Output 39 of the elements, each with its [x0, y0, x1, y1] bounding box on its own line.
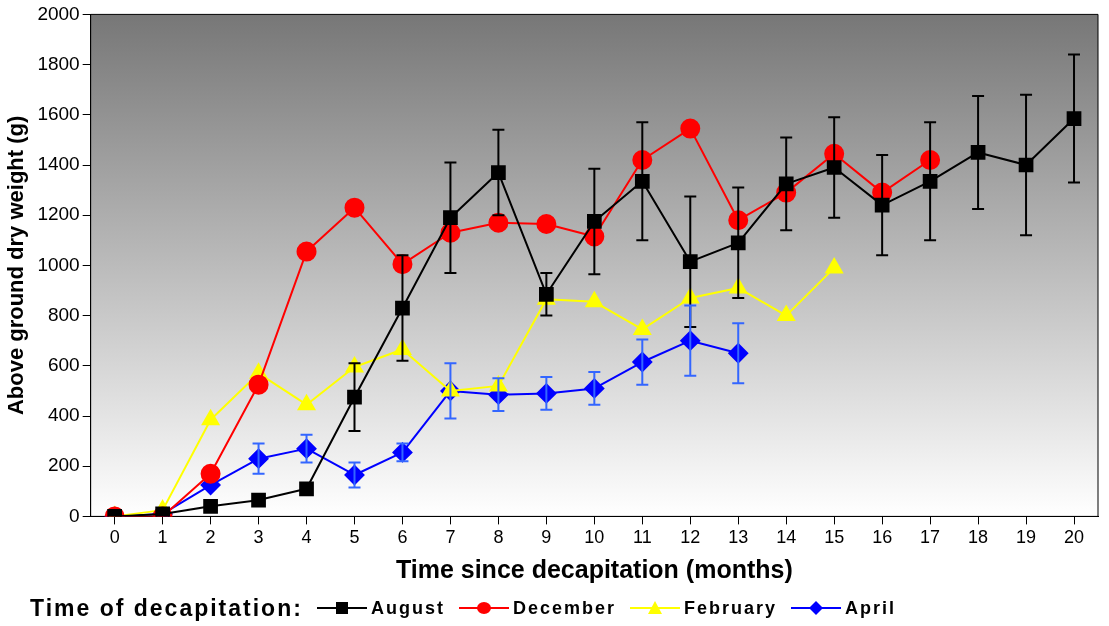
x-tick-label: 16: [872, 527, 893, 548]
x-tick-label: 5: [349, 527, 360, 548]
x-tick-label: 19: [1016, 527, 1037, 548]
y-tick-label: 0: [69, 504, 80, 526]
x-tick-label: 3: [253, 527, 264, 548]
x-tick-label: 8: [493, 527, 504, 548]
legend-title: Time of decapitation:: [30, 594, 303, 622]
x-tick-label: 9: [541, 527, 552, 548]
x-tick-label: 20: [1064, 527, 1085, 548]
y-axis-title: Above ground dry weight (g): [3, 115, 29, 416]
x-tick-label: 15: [824, 527, 845, 548]
x-tick-label: 12: [680, 527, 701, 548]
x-tick-label: 1: [157, 527, 168, 548]
y-tick-label: 1000: [37, 253, 80, 275]
legend-label: February: [683, 597, 777, 619]
y-tick-label: 1200: [37, 203, 80, 225]
x-tick-label: 18: [968, 527, 989, 548]
x-tick-label: 10: [584, 527, 605, 548]
x-tick-label: 4: [301, 527, 312, 548]
x-tick-label: 13: [728, 527, 749, 548]
x-tick-label: 14: [776, 527, 797, 548]
y-tick-label: 800: [47, 303, 80, 325]
x-tick-label: 2: [205, 527, 216, 548]
x-axis-title: Time since decapitation (months): [395, 554, 793, 583]
legend-label: August: [370, 597, 445, 619]
y-tick-label: 600: [47, 354, 80, 376]
y-tick-label: 1400: [37, 153, 80, 175]
x-tick-label: 0: [109, 527, 120, 548]
y-tick-label: 200: [47, 454, 80, 476]
x-tick-label: 17: [920, 527, 941, 548]
legend-label: December: [512, 597, 616, 619]
y-tick-label: 2000: [37, 2, 80, 24]
x-tick-label: 11: [632, 527, 652, 548]
y-tick-label: 1800: [37, 52, 80, 74]
legend-label: April: [844, 597, 896, 619]
x-tick-label: 6: [397, 527, 408, 548]
y-tick-label: 400: [47, 404, 80, 426]
y-tick-label: 1600: [37, 103, 80, 125]
x-tick-label: 7: [445, 527, 456, 548]
